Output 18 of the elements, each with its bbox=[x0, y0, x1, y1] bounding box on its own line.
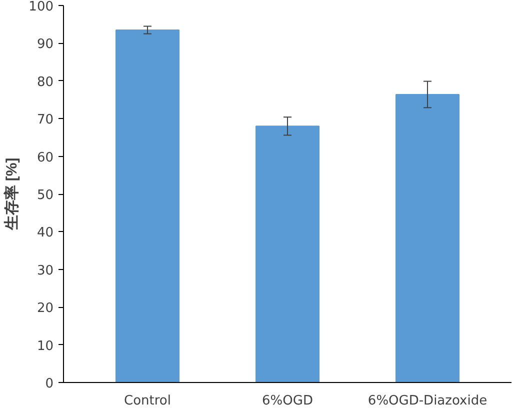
x-tick-label: 6%OGD-Diazoxide bbox=[368, 394, 488, 408]
x-tick-label: Control bbox=[124, 394, 172, 408]
y-tick-label: 80 bbox=[36, 74, 54, 90]
bar bbox=[256, 126, 320, 382]
y-axis-title: 生存率 [%] bbox=[2, 158, 21, 232]
y-tick-label: 30 bbox=[36, 263, 54, 278]
y-tick-label: 60 bbox=[36, 150, 54, 166]
bar bbox=[116, 30, 180, 382]
bar bbox=[396, 94, 460, 382]
x-tick-label: 6%OGD bbox=[262, 394, 313, 408]
y-tick-label: 20 bbox=[36, 301, 54, 316]
y-tick-label: 70 bbox=[36, 112, 54, 128]
y-tick-label: 50 bbox=[36, 188, 54, 203]
y-tick-label: 0 bbox=[45, 376, 54, 392]
y-tick-label: 40 bbox=[36, 226, 54, 241]
y-tick-label: 100 bbox=[28, 0, 54, 14]
y-tick-label: 90 bbox=[36, 37, 54, 52]
y-tick-label: 10 bbox=[36, 338, 54, 354]
